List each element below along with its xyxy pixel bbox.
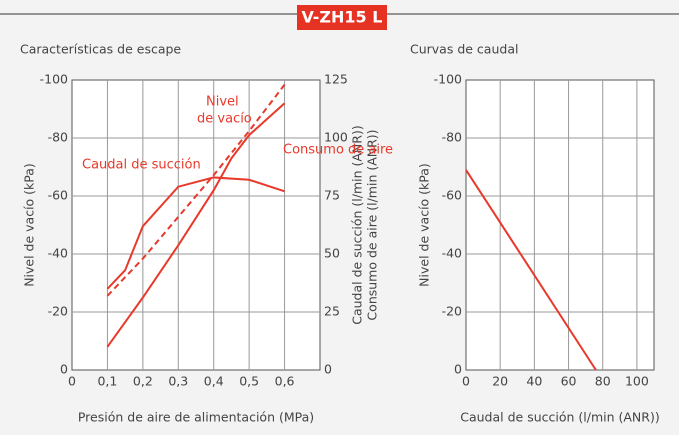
y2-axis-label: Consumo de aire (l/min (ANR)) [365,129,380,320]
plot-area [71,79,321,371]
x-tick-label: 0,4 [204,374,224,389]
series-label: Nivel [206,95,239,110]
y-tick-label: -80 [48,130,68,145]
plot-area [465,79,655,371]
x-tick-label: 0,2 [133,374,153,389]
y2-tick-label: 100 [324,130,348,145]
series-label: Consumo de aire [283,143,393,158]
x-tick-label: 60 [561,374,577,389]
y-tick-label: -20 [48,304,68,319]
data-line [106,84,286,297]
y-tick-label: -60 [442,188,462,203]
x-axis-label: Presión de aire de alimentación (MPa) [78,410,314,425]
x-tick-label: 20 [492,374,508,389]
y-tick-label: -100 [434,72,462,87]
y-tick-label: -40 [442,246,462,261]
y-tick-label: -100 [40,72,68,87]
series-label: de vacío [197,112,252,127]
x-tick-label: 0,6 [275,374,295,389]
x-tick-label: 0,5 [239,374,259,389]
y-tick-label: -80 [442,130,462,145]
y-tick-label: -40 [48,246,68,261]
x-tick-label: 80 [595,374,611,389]
x-tick-label: 0,1 [97,374,117,389]
x-tick-label: 0 [68,374,76,389]
y-tick-label: 0 [60,362,68,377]
y-tick-label: 0 [454,362,462,377]
y2-axis-label: Caudal de succión (l/min (ANR)) [350,125,365,324]
y2-tick-label: 125 [324,72,348,87]
page-title: V-ZH15 L [302,8,383,27]
x-tick-label: 40 [526,374,542,389]
y-tick-label: -20 [442,304,462,319]
x-tick-label: 0,3 [168,374,188,389]
data-line [106,102,286,348]
y2-tick-label: 50 [324,246,340,261]
y2-tick-label: 0 [324,362,332,377]
x-tick-label: 100 [625,374,649,389]
y2-tick-label: 25 [324,304,340,319]
y-axis-label: Nivel de vacío (kPa) [417,163,432,287]
y-axis-label: Nivel de vacío (kPa) [22,163,37,287]
data-line [465,169,597,371]
chart-title: Curvas de caudal [410,42,518,57]
x-axis-label: Caudal de succión (l/min (ANR)) [460,410,659,425]
x-tick-label: 0 [462,374,470,389]
chart-title: Características de escape [20,42,181,57]
y2-tick-label: 75 [324,188,340,203]
y-tick-label: -60 [48,188,68,203]
data-line [106,176,285,290]
series-label: Caudal de succión [82,158,201,173]
title-box [297,5,387,30]
